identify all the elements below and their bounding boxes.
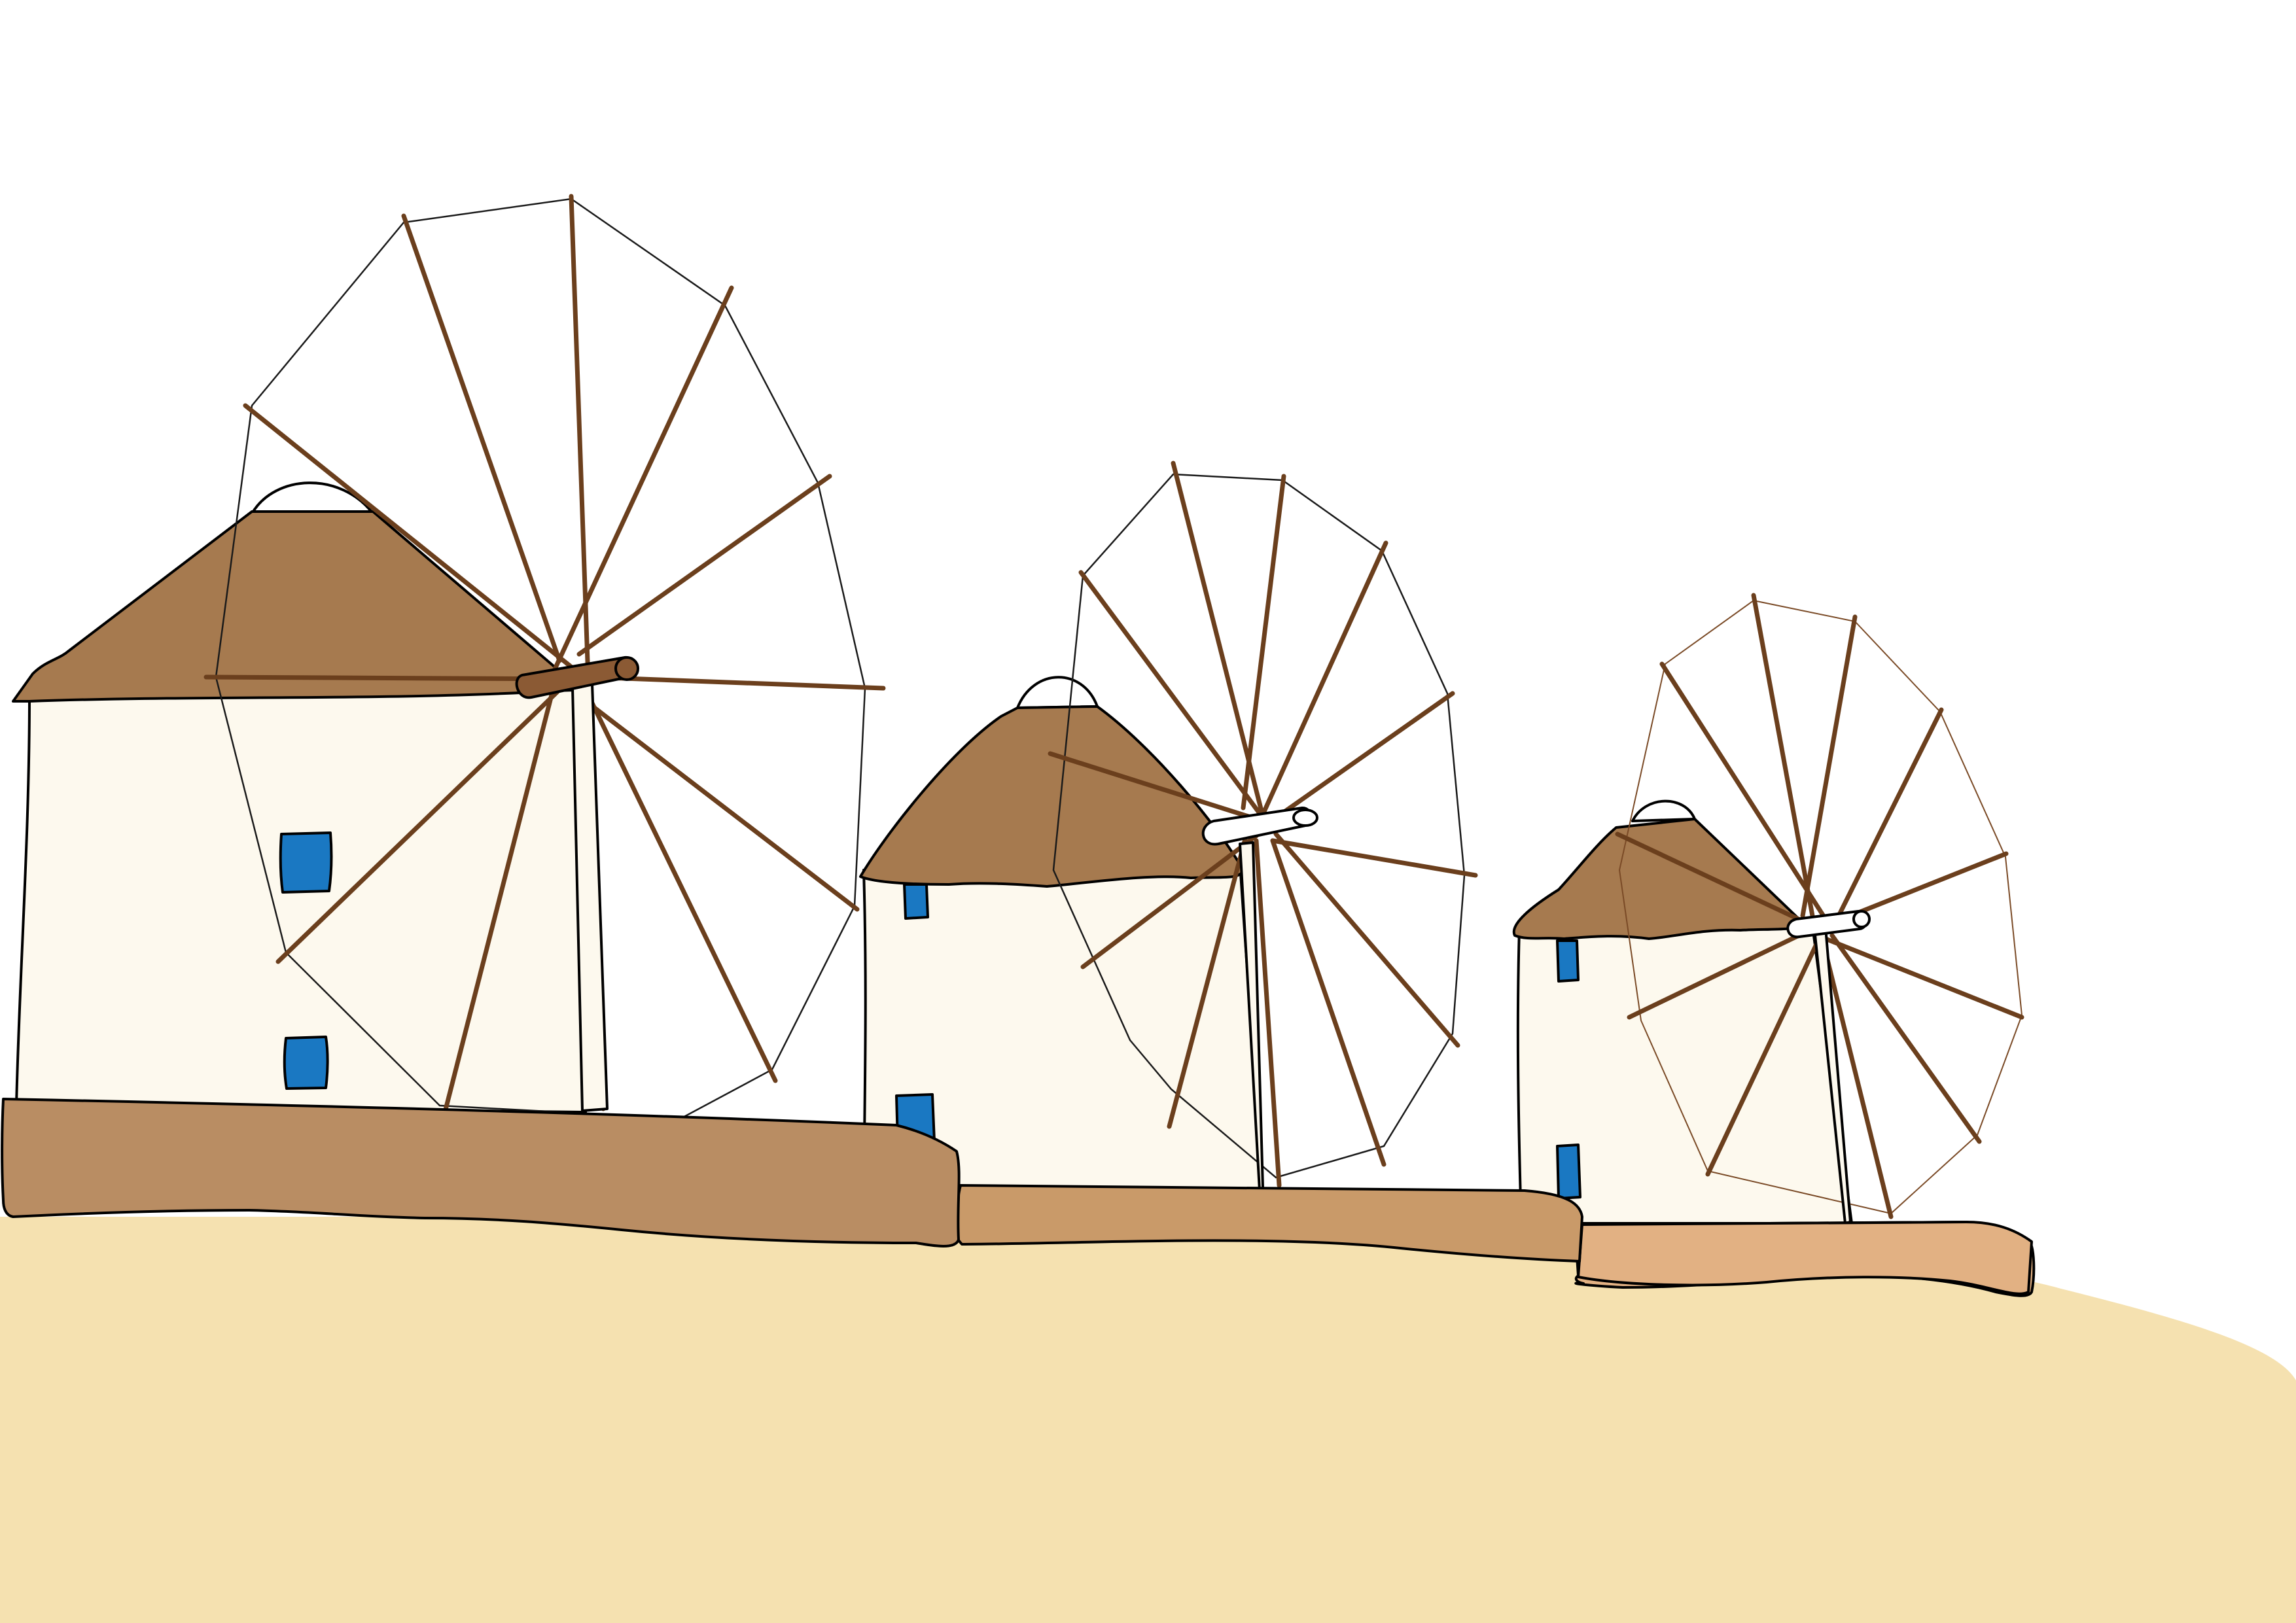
middle-platform <box>954 1184 1583 1263</box>
left-spar <box>582 684 778 1083</box>
middle-spar <box>1254 838 1282 1188</box>
left-spar <box>203 674 578 682</box>
left-roof <box>12 510 571 703</box>
right-spar <box>1615 831 1815 928</box>
right-spar <box>1627 926 1815 1020</box>
middle-spar <box>1167 831 1249 1129</box>
left-tower-wall <box>15 689 587 1113</box>
right-window-lower <box>1556 1143 1581 1200</box>
right-dome <box>1631 799 1696 822</box>
middle-spar <box>1171 461 1264 814</box>
right-sail-rim <box>1618 599 2023 1215</box>
left-spar <box>576 474 832 657</box>
middle-sail-spars <box>1048 461 1478 1188</box>
left-platform <box>1 1098 961 1248</box>
middle-dome <box>1016 676 1099 709</box>
middle-spar <box>1260 540 1388 817</box>
right-spar <box>1820 936 1894 1219</box>
middle-windmill <box>859 461 1478 1198</box>
ground-hill <box>0 1217 2296 1623</box>
right-platform-edge <box>1577 1221 2033 1295</box>
left-windmill <box>12 194 886 1120</box>
left-dome <box>251 481 374 515</box>
middle-spar <box>1048 751 1265 824</box>
right-window-upper <box>1556 939 1580 983</box>
left-spar <box>401 213 562 663</box>
right-spar <box>1836 707 1944 918</box>
left-window-lower <box>283 1036 329 1090</box>
left-spar <box>586 674 886 691</box>
middle-spar <box>1273 831 1460 1048</box>
left-spar <box>547 285 734 683</box>
right-windmill <box>1512 593 2024 1225</box>
right-spar <box>1751 593 1815 918</box>
right-spar <box>1800 614 1858 918</box>
middle-window-upper <box>903 883 929 920</box>
right-spar <box>1829 933 1982 1144</box>
right-spar <box>1705 936 1822 1177</box>
left-window-upper <box>279 831 333 894</box>
left-spar <box>243 403 578 673</box>
middle-spar <box>1078 570 1265 820</box>
right-spar <box>1823 936 2024 1020</box>
left-spar <box>275 678 572 964</box>
middle-spar <box>1270 838 1386 1167</box>
middle-spar <box>1273 691 1455 820</box>
left-hub-cap <box>614 656 639 681</box>
right-sail-spars <box>1615 593 2024 1219</box>
left-spar <box>573 691 860 912</box>
middle-hub-cap <box>1292 809 1318 827</box>
middle-spar <box>1270 838 1478 878</box>
right-spar <box>1659 661 1828 922</box>
right-hub-cap <box>1852 910 1871 928</box>
middle-spar <box>1241 474 1286 811</box>
middle-spar <box>1080 828 1265 969</box>
right-roof <box>1512 818 1807 940</box>
left-spar <box>442 674 559 1115</box>
